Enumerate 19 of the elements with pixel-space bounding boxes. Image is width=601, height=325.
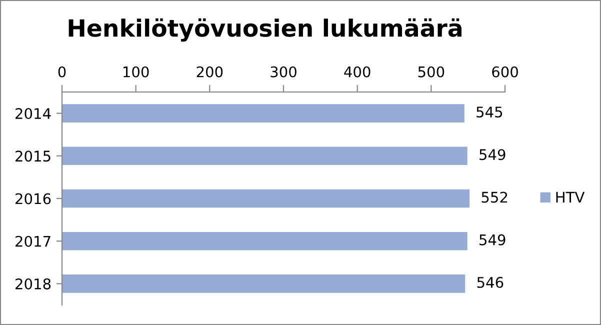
- chart-title: Henkilötyövuosien lukumäärä: [68, 18, 462, 42]
- data-label: 552: [482, 192, 508, 203]
- y-tick-label: 2016: [16, 193, 51, 204]
- x-tick-label: 500: [418, 66, 444, 78]
- y-tick-label: 2018: [16, 278, 51, 290]
- x-tick-label: 200: [196, 66, 223, 78]
- data-label: 545: [476, 106, 502, 118]
- legend-label: HTV: [556, 192, 585, 203]
- x-tick-label: 400: [344, 66, 370, 78]
- x-tick-label: 0: [58, 66, 66, 78]
- data-label: 549: [480, 149, 506, 160]
- x-tick-label: 300: [270, 66, 296, 78]
- y-tick-label: 2015: [16, 150, 50, 162]
- data-label: 549: [480, 234, 506, 246]
- data-label: 546: [477, 276, 504, 288]
- x-tick-label: 600: [492, 66, 518, 78]
- y-tick-label: 2017: [16, 236, 50, 247]
- y-tick-label: 2014: [16, 108, 51, 120]
- x-tick-label: 100: [124, 66, 149, 78]
